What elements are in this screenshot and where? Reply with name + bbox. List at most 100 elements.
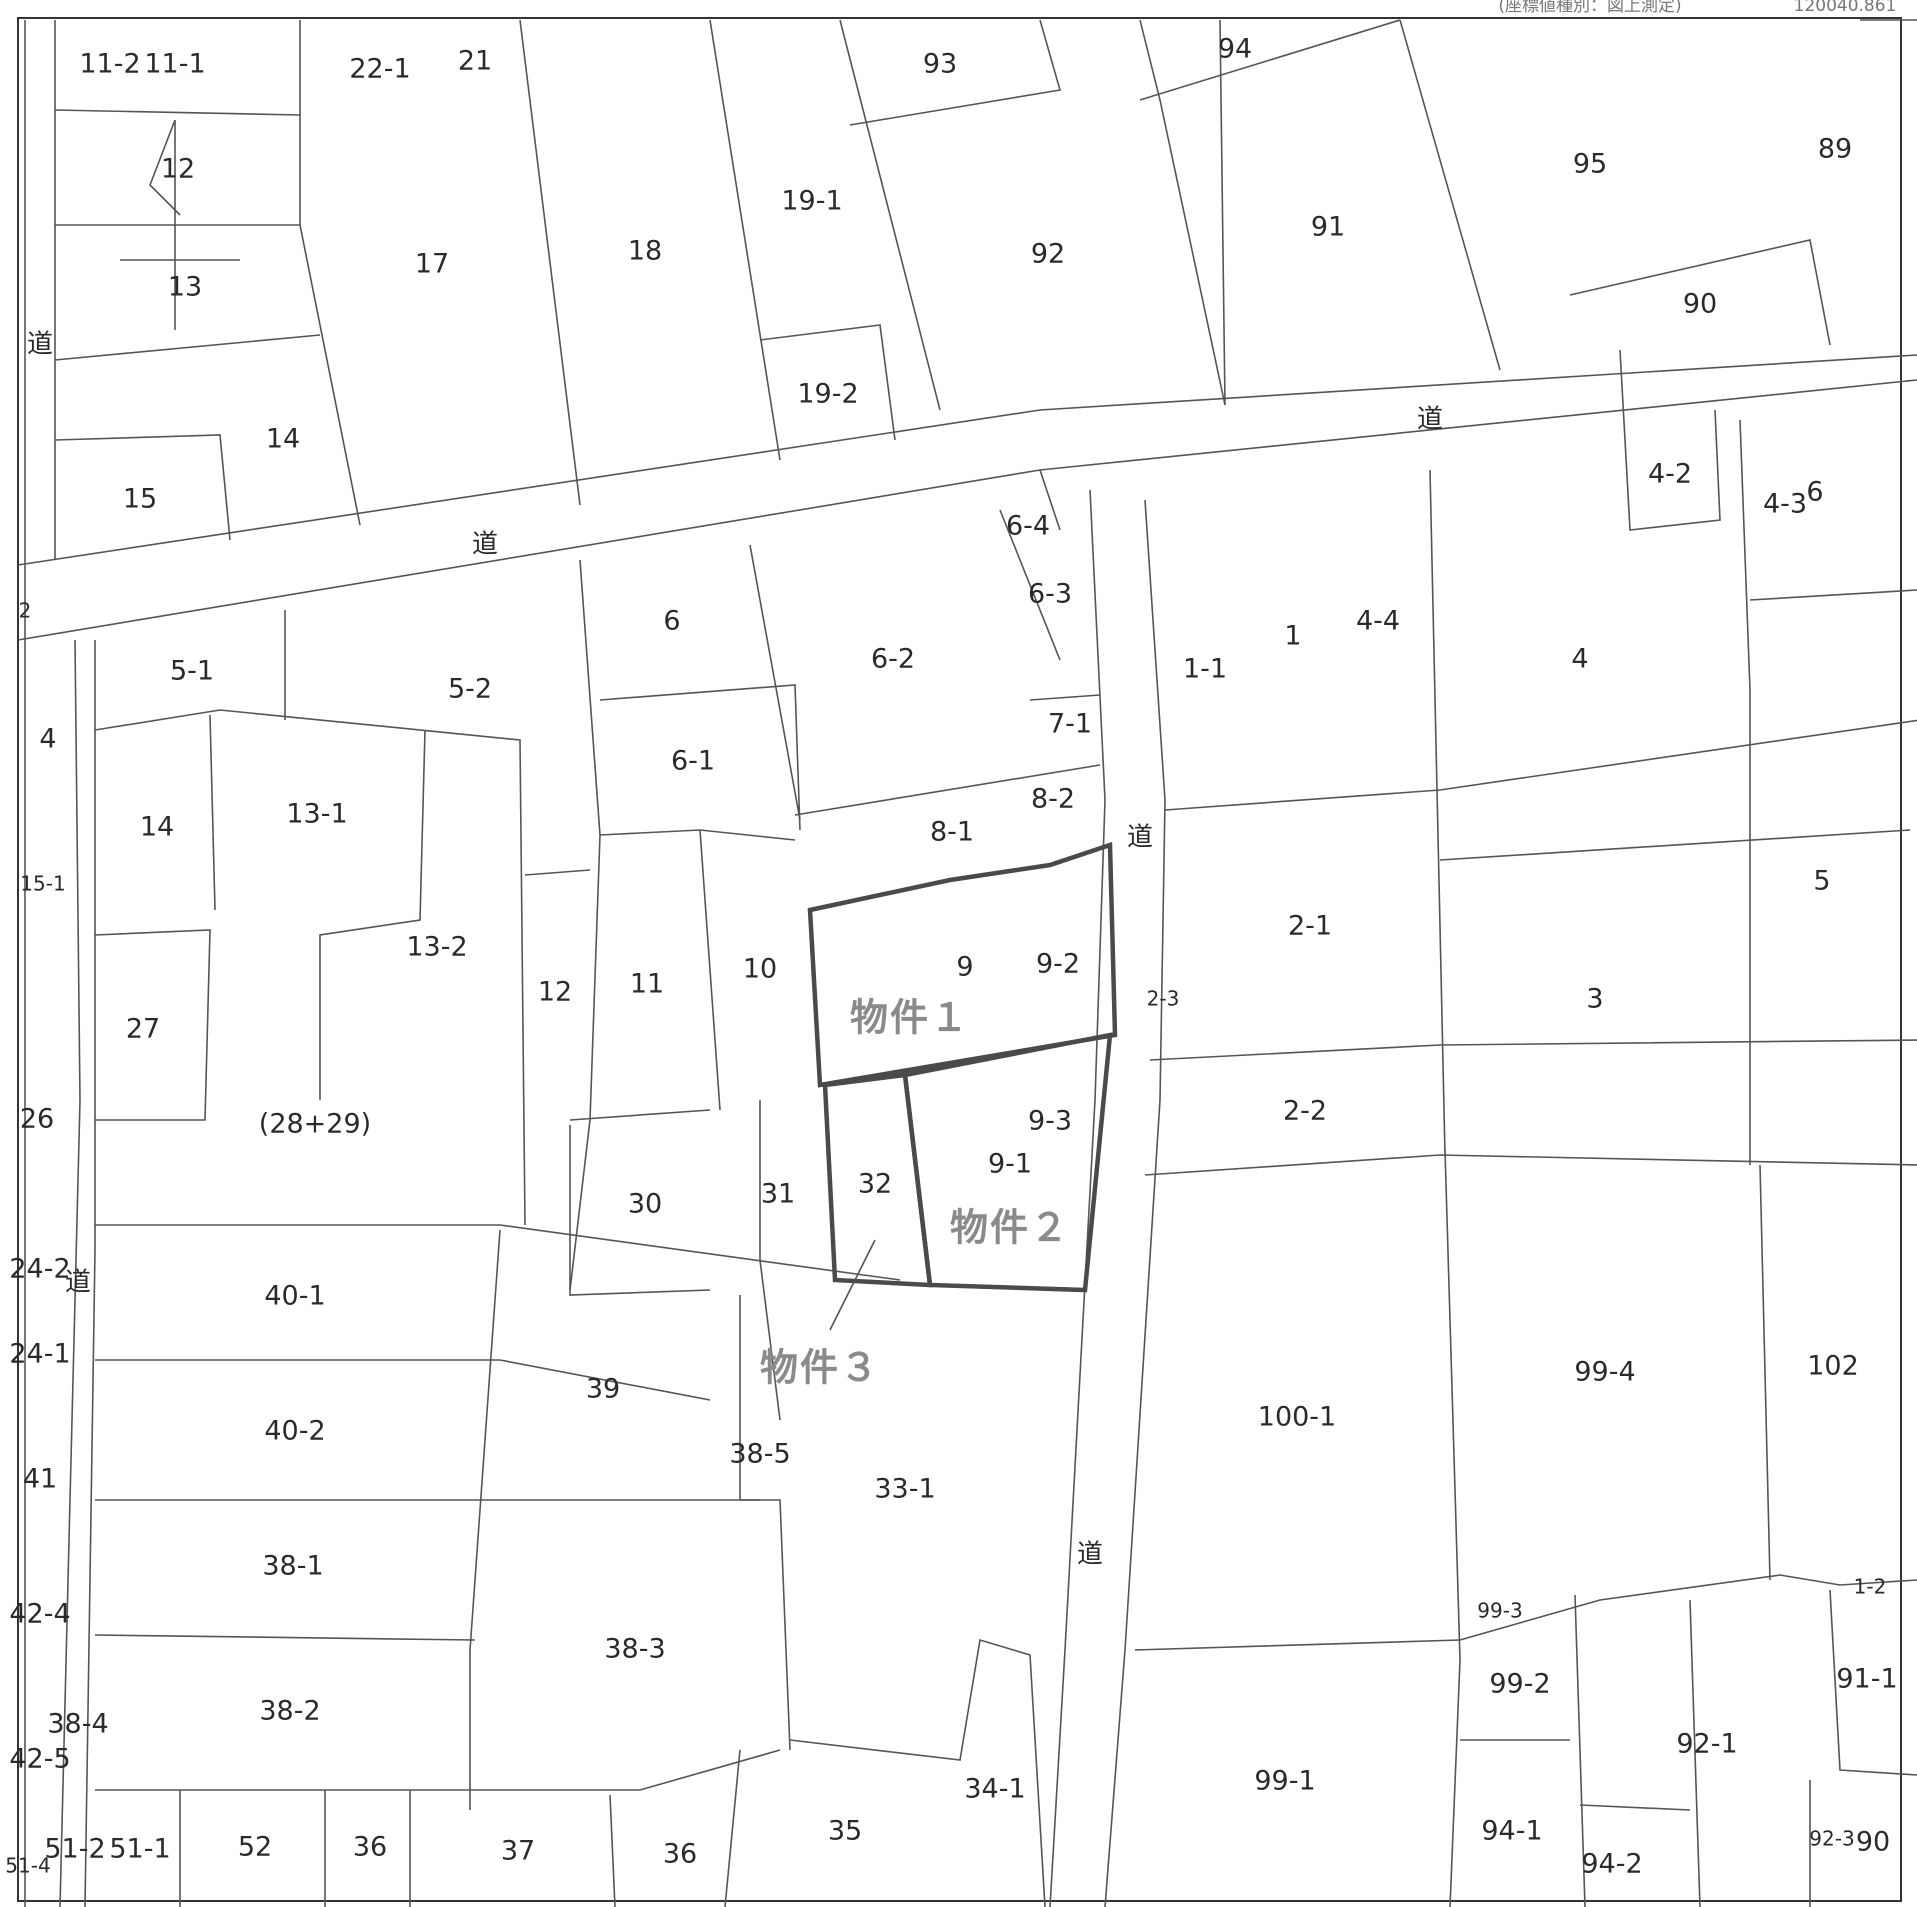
parcel-label: 13-2	[406, 932, 467, 963]
parcel-label: 15-1	[20, 872, 65, 896]
parcel-label: 4-3	[1763, 489, 1807, 520]
property-labels: 物件１ 物件２ 物件３	[760, 996, 1070, 1390]
parcel-label: 2	[19, 599, 32, 623]
parcel-label: 40-2	[264, 1416, 325, 1447]
parcel-label: 38-5	[729, 1439, 790, 1470]
parcel-label: 22-1	[349, 54, 410, 85]
parcel-label: 38-1	[262, 1551, 323, 1582]
parcel-label: 6-3	[1028, 579, 1072, 610]
parcel-label: 38-4	[47, 1709, 108, 1740]
parcel-lines	[54, 19, 1917, 1907]
parcel-label: 6	[663, 606, 680, 637]
parcel-label: 6-1	[671, 746, 715, 777]
road-label: 道	[65, 1268, 91, 1298]
parcel-label: 5-1	[170, 656, 214, 687]
parcel-label: 94	[1218, 34, 1252, 65]
parcel-label: 91-1	[1836, 1664, 1897, 1695]
parcel-label: 13	[168, 272, 202, 303]
parcel-label: 2-3	[1147, 987, 1180, 1011]
parcel-label: 7-1	[1048, 709, 1092, 740]
parcel-label: 51-2	[44, 1834, 105, 1865]
parcel-label: 38-3	[604, 1634, 665, 1665]
property-2-label: 物件２	[950, 1206, 1070, 1250]
property-outlines	[807, 841, 1118, 1331]
parcel-label: 1-2	[1854, 1575, 1887, 1599]
parcel-label: 36	[663, 1839, 697, 1870]
parcel-label: 6	[1806, 477, 1823, 508]
parcel-label: 9-1	[988, 1149, 1032, 1180]
parcel-label: 21	[458, 46, 492, 77]
roads	[17, 20, 1917, 1907]
parcel-label: 10	[743, 954, 777, 985]
parcel-label: 42-4	[9, 1599, 70, 1630]
parcel-label: 1	[1284, 621, 1301, 652]
parcel-label: 102	[1807, 1351, 1859, 1382]
parcel-label: 14	[140, 812, 174, 843]
parcel-label: 24-2	[9, 1254, 70, 1285]
property-1-label: 物件１	[850, 996, 970, 1040]
parcel-label: 92-3	[1809, 1827, 1854, 1851]
parcel-label: 9-2	[1036, 949, 1080, 980]
parcel-label: 94-1	[1481, 1816, 1542, 1847]
parcel-label: 51-4	[5, 1854, 50, 1878]
parcel-label: 31	[761, 1179, 795, 1210]
parcel-label: 4-2	[1648, 459, 1692, 490]
parcel-label: 17	[415, 249, 449, 280]
parcel-label: 5-2	[448, 674, 492, 705]
parcel-label: 38-2	[259, 1696, 320, 1727]
parcel-label: 12	[538, 977, 572, 1008]
parcel-label: 2-1	[1288, 911, 1332, 942]
parcel-labels: 11-2 11-1 22-1 21 93 94 95 89 12 13 17 1…	[5, 34, 1897, 1880]
parcel-label: 34-1	[964, 1774, 1025, 1805]
parcel-label: 39	[586, 1374, 620, 1405]
parcel-label: 1-1	[1183, 654, 1227, 685]
parcel-label: 92-1	[1676, 1729, 1737, 1760]
parcel-label: 6-4	[1006, 511, 1050, 542]
parcel-label: 11-2	[79, 49, 140, 80]
parcel-label: 93	[923, 49, 957, 80]
parcel-label: 9	[956, 952, 973, 983]
parcel-label: 90	[1683, 289, 1717, 320]
parcel-label: 42-5	[9, 1744, 70, 1775]
parcel-label: 2-2	[1283, 1096, 1327, 1127]
parcel-label: 99-2	[1489, 1669, 1550, 1700]
coord-value: 120040.861	[1794, 0, 1897, 16]
parcel-label: 95	[1573, 149, 1607, 180]
parcel-label: 4	[1571, 644, 1588, 675]
parcel-label: 3	[1586, 984, 1603, 1015]
parcel-label: 6-2	[871, 644, 915, 675]
parcel-label: 5	[1813, 866, 1830, 897]
parcel-label: 30	[628, 1189, 662, 1220]
parcel-label: 24-1	[9, 1339, 70, 1370]
parcel-label: 36	[353, 1832, 387, 1863]
parcel-label: 99-4	[1574, 1357, 1635, 1388]
parcel-label: 18	[628, 236, 662, 267]
parcel-label: 99-1	[1254, 1766, 1315, 1797]
parcel-label: 19-1	[781, 186, 842, 217]
parcel-label: 13-1	[286, 799, 347, 830]
parcel-label: 12	[161, 154, 195, 185]
parcel-label: 19-2	[797, 379, 858, 410]
parcel-label: 33-1	[874, 1474, 935, 1505]
parcel-label: 9-3	[1028, 1106, 1072, 1137]
road-label: 道	[1417, 405, 1443, 435]
parcel-label: 8-1	[930, 817, 974, 848]
parcel-label: 100-1	[1258, 1402, 1336, 1433]
parcel-label: 41	[23, 1464, 57, 1495]
road-labels: 道 道 道 道 道 道	[27, 330, 1443, 1570]
road-label: 道	[1127, 823, 1153, 853]
road-label: 道	[27, 330, 53, 360]
parcel-label: 11-1	[144, 49, 205, 80]
parcel-label: 27	[126, 1014, 160, 1045]
parcel-label: 51-1	[109, 1834, 170, 1865]
parcel-label: 11	[630, 969, 664, 1000]
parcel-label: 94-2	[1581, 1849, 1642, 1880]
parcel-label: 52	[238, 1832, 272, 1863]
parcel-label: 15	[123, 484, 157, 515]
parcel-label: 35	[828, 1816, 862, 1847]
map-frame	[17, 17, 1902, 1902]
road-label: 道	[472, 530, 498, 560]
parcel-label: 99-3	[1477, 1599, 1522, 1623]
parcel-label: 4-4	[1356, 606, 1400, 637]
